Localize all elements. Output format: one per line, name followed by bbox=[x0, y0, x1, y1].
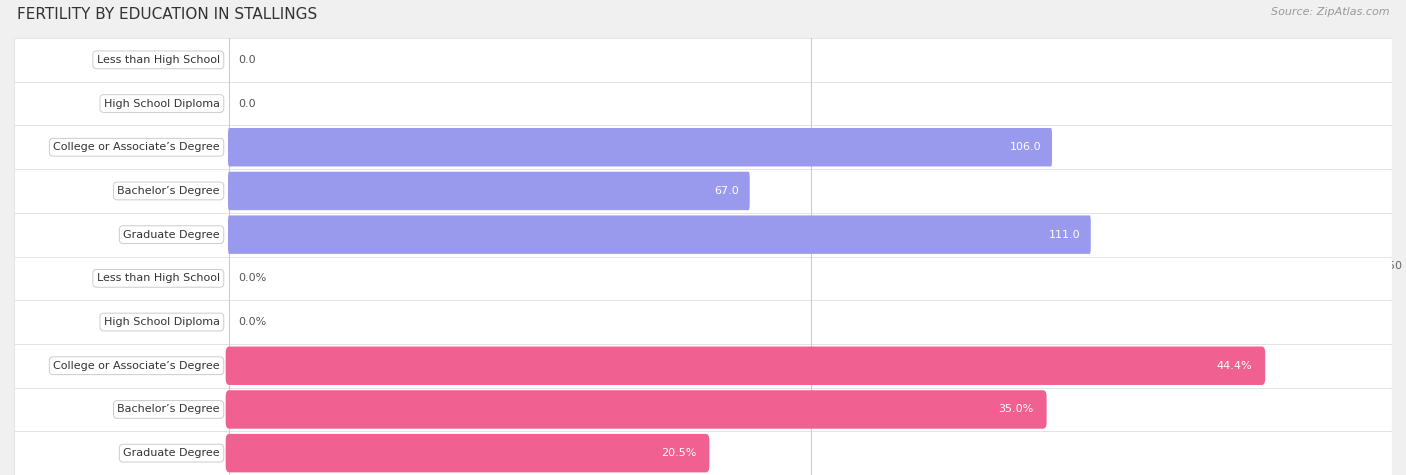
Text: 20.5%: 20.5% bbox=[661, 448, 696, 458]
FancyBboxPatch shape bbox=[226, 347, 1265, 385]
Text: High School Diploma: High School Diploma bbox=[104, 98, 219, 109]
FancyBboxPatch shape bbox=[14, 82, 1392, 125]
Text: 35.0%: 35.0% bbox=[998, 404, 1033, 415]
FancyBboxPatch shape bbox=[14, 125, 1392, 169]
Text: 0.0: 0.0 bbox=[239, 98, 256, 109]
FancyBboxPatch shape bbox=[14, 213, 1392, 256]
Text: Source: ZipAtlas.com: Source: ZipAtlas.com bbox=[1271, 7, 1389, 17]
FancyBboxPatch shape bbox=[14, 300, 1392, 344]
Text: Graduate Degree: Graduate Degree bbox=[124, 448, 219, 458]
FancyBboxPatch shape bbox=[14, 344, 1392, 388]
Text: College or Associate’s Degree: College or Associate’s Degree bbox=[53, 142, 219, 152]
Text: FERTILITY BY EDUCATION IN STALLINGS: FERTILITY BY EDUCATION IN STALLINGS bbox=[17, 7, 318, 22]
Text: Less than High School: Less than High School bbox=[97, 273, 219, 284]
Text: 44.4%: 44.4% bbox=[1216, 361, 1253, 371]
Text: 106.0: 106.0 bbox=[1010, 142, 1042, 152]
Text: High School Diploma: High School Diploma bbox=[104, 317, 219, 327]
Text: Bachelor’s Degree: Bachelor’s Degree bbox=[117, 404, 219, 415]
Text: 0.0: 0.0 bbox=[239, 55, 256, 65]
FancyBboxPatch shape bbox=[228, 172, 749, 210]
Text: Graduate Degree: Graduate Degree bbox=[124, 229, 219, 240]
Text: 0.0%: 0.0% bbox=[239, 317, 267, 327]
FancyBboxPatch shape bbox=[14, 388, 1392, 431]
Text: 0.0%: 0.0% bbox=[239, 273, 267, 284]
FancyBboxPatch shape bbox=[14, 169, 1392, 213]
FancyBboxPatch shape bbox=[226, 434, 710, 472]
FancyBboxPatch shape bbox=[14, 431, 1392, 475]
FancyBboxPatch shape bbox=[226, 390, 1046, 428]
Text: College or Associate’s Degree: College or Associate’s Degree bbox=[53, 361, 219, 371]
FancyBboxPatch shape bbox=[14, 38, 1392, 82]
FancyBboxPatch shape bbox=[228, 128, 1052, 166]
FancyBboxPatch shape bbox=[228, 216, 1091, 254]
Text: 67.0: 67.0 bbox=[714, 186, 740, 196]
Text: Less than High School: Less than High School bbox=[97, 55, 219, 65]
Text: Bachelor’s Degree: Bachelor’s Degree bbox=[117, 186, 219, 196]
FancyBboxPatch shape bbox=[14, 256, 1392, 300]
Text: 111.0: 111.0 bbox=[1049, 229, 1080, 240]
